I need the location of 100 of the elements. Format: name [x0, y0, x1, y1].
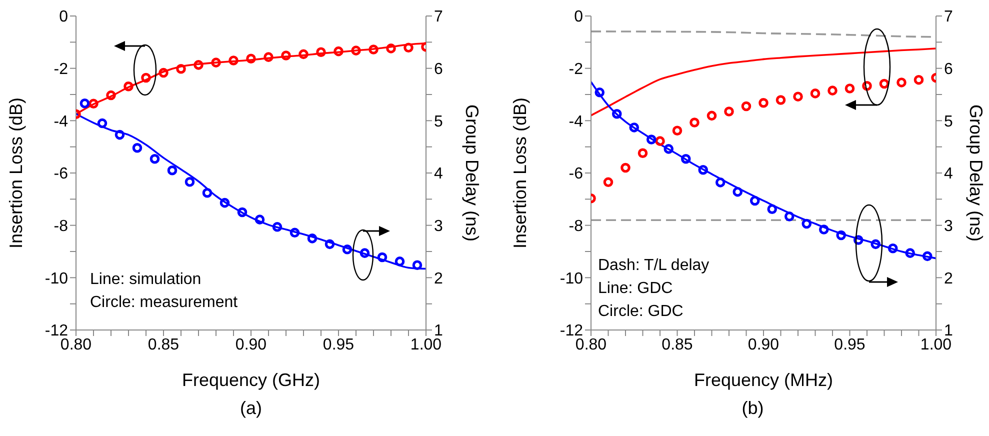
point — [97, 118, 108, 128]
point — [776, 95, 786, 105]
point — [220, 198, 230, 208]
point — [741, 101, 752, 112]
y2-axis-title: Group Delay (ns) — [966, 104, 986, 242]
point — [836, 230, 846, 240]
point — [307, 234, 318, 244]
point — [680, 154, 691, 164]
y2-tick-label: 4 — [944, 166, 953, 183]
point — [818, 224, 829, 234]
point — [612, 108, 622, 119]
y-tick-label: -10 — [560, 270, 584, 288]
point — [646, 134, 656, 144]
annotation: Line: simulation — [90, 270, 202, 290]
point — [620, 162, 630, 173]
point — [386, 44, 396, 54]
point — [176, 64, 186, 74]
y2-tick-label: 5 — [434, 113, 443, 130]
annotation: Dash: T/L delay — [598, 256, 710, 276]
point — [594, 88, 605, 98]
x-axis-title: Frequency (MHz) — [694, 370, 834, 390]
y-tick-label: -4 — [54, 113, 68, 130]
x-tick-label: 0.90 — [748, 336, 780, 354]
point — [767, 204, 778, 214]
point — [706, 110, 717, 121]
y-tick-label: -2 — [568, 61, 584, 78]
point — [638, 148, 648, 158]
point — [724, 106, 734, 116]
x-tick-label: 0.80 — [575, 336, 607, 354]
point — [368, 44, 378, 54]
x-tick-label: 0.95 — [834, 336, 866, 354]
y2-tick-label: 3 — [434, 218, 443, 236]
y2-tick-label: 4 — [434, 166, 443, 183]
point — [377, 252, 388, 262]
point — [412, 260, 422, 270]
point — [844, 84, 855, 94]
point — [750, 196, 760, 206]
point — [879, 78, 890, 89]
y-axis-title: Insertion Loss (dB) — [510, 97, 530, 249]
point — [106, 90, 116, 100]
point — [698, 164, 708, 175]
x-tick-label: 0.85 — [148, 336, 180, 354]
y2-tick-label: 7 — [944, 8, 953, 26]
y2-axis-title: Group Delay (ns) — [462, 104, 482, 242]
point — [237, 207, 248, 218]
point — [828, 86, 838, 96]
point — [264, 52, 274, 62]
point — [80, 98, 90, 108]
y-tick-label: -4 — [568, 113, 584, 130]
point — [870, 239, 881, 250]
y-tick-label: 0 — [59, 8, 68, 26]
point — [802, 218, 812, 229]
point — [404, 42, 414, 53]
x-tick-label: 0.85 — [662, 336, 693, 354]
point — [228, 56, 238, 66]
line-series — [591, 81, 936, 260]
point — [664, 144, 674, 154]
point — [351, 46, 361, 56]
point — [211, 58, 221, 68]
text: (a) — [239, 398, 263, 419]
y2-tick-label: 6 — [434, 61, 443, 78]
point — [158, 68, 168, 78]
point — [316, 47, 326, 58]
point — [715, 178, 726, 188]
point — [167, 165, 178, 176]
y2-tick-label: 7 — [434, 8, 443, 26]
point — [298, 49, 308, 60]
point — [603, 177, 614, 188]
y-tick-label: -6 — [54, 166, 68, 183]
y-tick-label: 0 — [574, 8, 584, 26]
point — [793, 92, 803, 102]
point — [281, 50, 291, 60]
point — [914, 74, 924, 85]
point — [141, 72, 151, 83]
point — [324, 239, 335, 250]
y2-tick-label: 2 — [434, 270, 443, 288]
point — [194, 60, 204, 70]
point — [334, 46, 344, 56]
point — [784, 212, 794, 222]
point — [254, 214, 265, 224]
point — [184, 176, 195, 187]
y-tick-label: -10 — [44, 270, 68, 288]
point — [896, 78, 906, 88]
text: (b) — [740, 398, 765, 419]
x-tick-label: 1.00 — [920, 336, 952, 354]
y2-tick-label: 3 — [944, 218, 953, 236]
annotation: Circle: measurement — [90, 293, 238, 313]
y2-tick-label: 6 — [944, 61, 953, 78]
annotation: Line: GDC — [598, 279, 673, 299]
point — [732, 186, 743, 197]
point — [360, 248, 370, 258]
point — [922, 251, 932, 262]
point — [272, 222, 282, 232]
point — [394, 256, 405, 266]
x-tick-label: 0.95 — [322, 336, 354, 354]
point — [672, 126, 682, 136]
point — [132, 142, 142, 153]
point — [290, 228, 300, 238]
y-axis-title: Insertion Loss (dB) — [6, 97, 26, 249]
point — [114, 130, 125, 140]
